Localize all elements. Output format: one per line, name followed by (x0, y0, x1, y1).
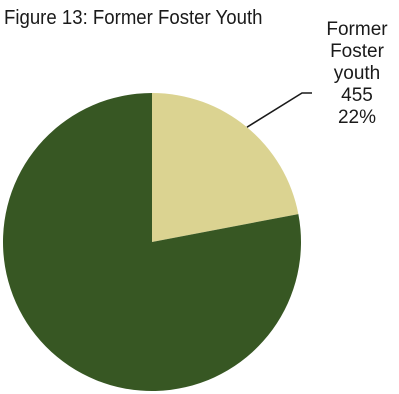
pie-slice-1 (2, 93, 301, 391)
leader-line (246, 92, 312, 128)
chart-title: Figure 13: Former Foster Youth (4, 7, 263, 29)
slice-label-line-2: youth (334, 63, 380, 84)
pie-slice-0 (152, 93, 299, 242)
slice-value-label: 455 (341, 85, 373, 106)
slice-percent-label: 22% (338, 107, 376, 128)
slice-label-line-1: Foster (330, 41, 385, 62)
slice-label-line-0: Former (326, 19, 388, 40)
